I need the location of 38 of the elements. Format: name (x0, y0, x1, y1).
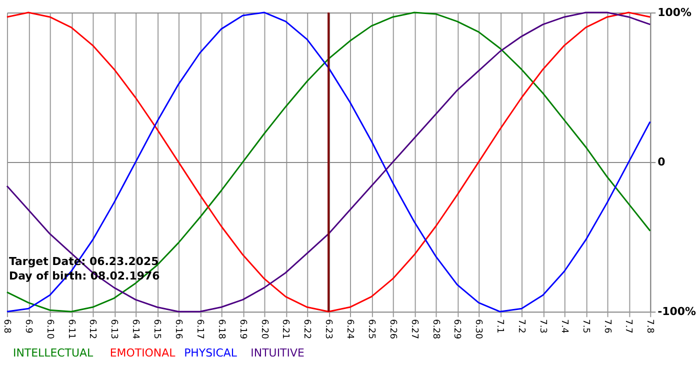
x-tick-label: 6.14 (130, 319, 140, 340)
x-tick-label: 6.25 (366, 319, 376, 340)
x-tick-label: 6.23 (323, 319, 334, 340)
x-tick-label: 6.12 (87, 319, 98, 340)
y-tick-label: 0 (658, 156, 666, 169)
x-tick-label: 6.8 (1, 319, 12, 334)
x-tick-label: 7.8 (644, 319, 655, 334)
x-tick-label: 6.27 (408, 319, 419, 340)
x-tick-label: 6.10 (44, 319, 54, 340)
x-tick-label: 7.2 (516, 319, 526, 334)
x-tick-label: 6.17 (194, 319, 204, 340)
x-tick-label: 6.22 (302, 319, 312, 340)
x-tick-label: 7.4 (558, 319, 569, 334)
text: INTUITIVE (250, 346, 304, 360)
x-tick-label: 7.5 (580, 319, 590, 334)
text: INTELLECTUAL (12, 346, 94, 360)
x-tick-label: 6.18 (216, 319, 226, 340)
x-tick-label: 6.16 (172, 319, 183, 340)
x-tick-label: 7.6 (602, 319, 612, 334)
x-tick-label: 6.9 (22, 319, 33, 334)
x-tick-label: 6.24 (344, 319, 355, 340)
text: EMOTIONAL (110, 346, 176, 360)
x-tick-label: 6.13 (108, 319, 119, 340)
y-tick-label: 100% (658, 6, 692, 19)
x-tick-label: 6.26 (387, 319, 398, 340)
x-tick-label: 6.15 (152, 319, 162, 340)
x-tick-label: 6.11 (66, 319, 76, 340)
x-tick-label: 6.19 (237, 319, 248, 340)
x-tick-label: 7.7 (623, 319, 634, 334)
x-tick-label: 6.20 (258, 319, 269, 340)
x-tick-label: 6.21 (280, 319, 290, 340)
x-tick-label: 6.28 (430, 319, 440, 340)
x-tick-label: 7.1 (494, 319, 505, 334)
x-tick-label: 6.30 (473, 319, 484, 340)
x-tick-label: 6.29 (452, 319, 462, 340)
y-tick-label: -100% (658, 305, 696, 318)
text: PHYSICAL (184, 346, 238, 360)
x-tick-label: 7.3 (537, 319, 548, 334)
